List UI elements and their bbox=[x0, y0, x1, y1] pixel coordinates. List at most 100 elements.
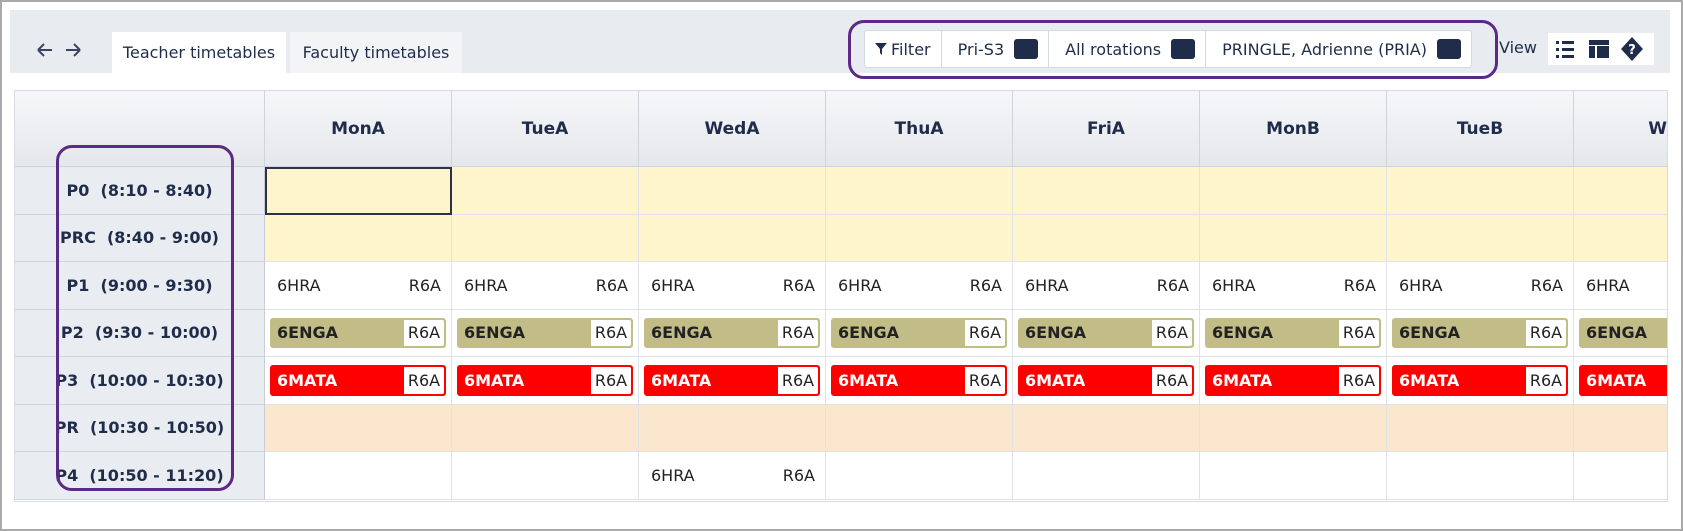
timetable-cell[interactable]: 6ENGA R6A bbox=[1200, 309, 1387, 357]
timetable-cell[interactable] bbox=[265, 404, 452, 452]
lesson: 6MATA R6A bbox=[270, 365, 446, 396]
timetable-cell[interactable] bbox=[452, 214, 639, 262]
timetable-cell[interactable] bbox=[639, 214, 826, 262]
lesson: 6MATA R6A bbox=[457, 365, 633, 396]
timetable-cell[interactable] bbox=[265, 452, 452, 500]
timetable-cell[interactable] bbox=[1387, 167, 1574, 215]
timetable-cell[interactable] bbox=[826, 452, 1013, 500]
dropdown-icon bbox=[1436, 39, 1461, 59]
timetable-cell[interactable] bbox=[1387, 214, 1574, 262]
timetable-cell[interactable]: 6HRA R6A bbox=[1200, 262, 1387, 310]
lesson-class: 6MATA bbox=[277, 370, 338, 390]
timetable-cell[interactable]: 6MATA R6A bbox=[639, 357, 826, 405]
lesson-class: 6HRA bbox=[838, 276, 882, 295]
timetable-cell[interactable]: 6HRA R6A bbox=[1387, 262, 1574, 310]
lesson: 6MATA R6A bbox=[831, 365, 1007, 396]
timetable-cell[interactable]: 6ENGA R6A bbox=[265, 309, 452, 357]
lesson-class: 6MATA bbox=[1399, 370, 1460, 390]
lesson-room: R6A bbox=[778, 319, 818, 346]
timetable-cell[interactable] bbox=[1574, 214, 1667, 262]
timetable-cell[interactable] bbox=[452, 452, 639, 500]
lesson-room: R6A bbox=[778, 367, 818, 394]
timetable-cell[interactable] bbox=[1200, 404, 1387, 452]
column-header: TueA bbox=[452, 91, 639, 167]
lesson-room: R6A bbox=[1526, 319, 1566, 346]
lesson: 6ENGA R6A bbox=[270, 317, 446, 348]
tab[interactable]: Faculty timetables bbox=[290, 32, 462, 73]
timetable-cell[interactable] bbox=[1574, 404, 1667, 452]
filter-icon bbox=[875, 43, 887, 55]
timetable-cell[interactable] bbox=[1013, 214, 1200, 262]
tab[interactable]: Teacher timetables bbox=[112, 32, 286, 73]
timetable-cell[interactable]: 6HRA R6A bbox=[265, 262, 452, 310]
timetable-cell[interactable] bbox=[452, 167, 639, 215]
lesson-class: 6HRA bbox=[1586, 276, 1630, 295]
timetable-cell[interactable] bbox=[1200, 214, 1387, 262]
timetable-cell[interactable] bbox=[826, 214, 1013, 262]
lesson-class: 6ENGA bbox=[1586, 323, 1647, 343]
filter-button[interactable]: Filter bbox=[865, 31, 941, 67]
lesson-room: R6A bbox=[404, 367, 444, 394]
lesson-class: 6ENGA bbox=[1399, 323, 1460, 343]
timetable-cell[interactable]: 6HRA R6A bbox=[639, 452, 826, 500]
timetable-cell[interactable]: 6ENGA R6A bbox=[452, 309, 639, 357]
timetable-cell[interactable]: 6HRA R6A bbox=[1013, 262, 1200, 310]
timetable-cell[interactable]: 6HRA R6A bbox=[452, 262, 639, 310]
timetable-cell[interactable]: 6HRA bbox=[1574, 262, 1667, 310]
timetable-cell[interactable] bbox=[1387, 452, 1574, 500]
view-label: View bbox=[1499, 38, 1537, 57]
lesson: 6ENGA R6A bbox=[1018, 317, 1194, 348]
timetable-cell[interactable]: 6ENGA R6A bbox=[639, 309, 826, 357]
lesson-room: R6A bbox=[1530, 276, 1563, 295]
timetable-cell[interactable] bbox=[1013, 404, 1200, 452]
lesson-class: 6HRA bbox=[277, 276, 321, 295]
timetable-cell[interactable] bbox=[1387, 404, 1574, 452]
timetable-cell[interactable]: 6MATA bbox=[1574, 357, 1667, 405]
select-value: All rotations bbox=[1065, 39, 1162, 59]
timetable-cell[interactable] bbox=[1013, 452, 1200, 500]
timetable-cell[interactable]: 6ENGA R6A bbox=[826, 309, 1013, 357]
timetable: MonA TueA WedA ThuA FriA MonB TueB W P0 (8:10 - … bbox=[14, 90, 1668, 502]
column-header: MonA bbox=[265, 91, 452, 167]
timetable-cell[interactable]: 6ENGA R6A bbox=[1013, 309, 1200, 357]
timetable-cell[interactable] bbox=[826, 167, 1013, 215]
lesson-class: 6HRA bbox=[651, 276, 695, 295]
lesson-class: 6HRA bbox=[1212, 276, 1256, 295]
timetable-cell[interactable]: 6MATA R6A bbox=[265, 357, 452, 405]
timetable-cell[interactable] bbox=[452, 404, 639, 452]
lesson-room: R6A bbox=[591, 319, 631, 346]
timetable-cell[interactable] bbox=[1574, 167, 1667, 215]
timetable-cell[interactable]: 6HRA R6A bbox=[639, 262, 826, 310]
lesson-class: 6HRA bbox=[1399, 276, 1443, 295]
timetable-cell[interactable] bbox=[1200, 167, 1387, 215]
lesson: 6ENGA R6A bbox=[1392, 317, 1568, 348]
dropdown-icon bbox=[1014, 39, 1039, 59]
nav-arrows[interactable] bbox=[36, 40, 96, 60]
timetable-cell[interactable]: 6ENGA R6A bbox=[1387, 309, 1574, 357]
timetable-cell[interactable] bbox=[1013, 167, 1200, 215]
timetable-cell[interactable] bbox=[639, 404, 826, 452]
select[interactable]: PRINGLE, Adrienne (PRIA) bbox=[1205, 31, 1471, 67]
select[interactable]: All rotations bbox=[1048, 31, 1205, 67]
timetable-cell[interactable]: 6ENGA bbox=[1574, 309, 1667, 357]
lesson-room: R6A bbox=[782, 276, 815, 295]
timetable-cell[interactable]: 6MATA R6A bbox=[1200, 357, 1387, 405]
lesson: 6MATA R6A bbox=[1018, 365, 1194, 396]
timetable-cell[interactable] bbox=[1574, 452, 1667, 500]
timetable-cell[interactable]: 6MATA R6A bbox=[1013, 357, 1200, 405]
timetable-cell[interactable]: 6MATA R6A bbox=[826, 357, 1013, 405]
lesson-room: R6A bbox=[1343, 276, 1376, 295]
timetable-cell[interactable]: 6MATA R6A bbox=[1387, 357, 1574, 405]
lesson-class: 6MATA bbox=[1586, 370, 1647, 390]
select[interactable]: Pri-S3 bbox=[940, 31, 1049, 67]
timetable-cell[interactable]: 6HRA R6A bbox=[826, 262, 1013, 310]
timetable-cell[interactable]: 6MATA R6A bbox=[452, 357, 639, 405]
lesson-class: 6ENGA bbox=[464, 323, 525, 343]
timetable-cell[interactable] bbox=[265, 167, 452, 215]
timetable-cell[interactable] bbox=[826, 404, 1013, 452]
lesson-room: R6A bbox=[1152, 319, 1192, 346]
view-icons[interactable]: ? bbox=[1547, 32, 1655, 66]
timetable-cell[interactable] bbox=[265, 214, 452, 262]
timetable-cell[interactable] bbox=[639, 167, 826, 215]
timetable-cell[interactable] bbox=[1200, 452, 1387, 500]
